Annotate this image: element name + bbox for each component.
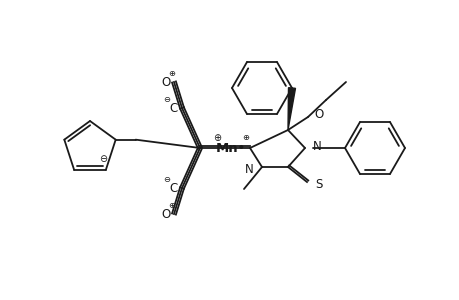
Text: $\oplus$: $\oplus$ xyxy=(241,133,250,142)
Text: $\ominus$: $\ominus$ xyxy=(99,152,108,164)
Text: $\oplus$: $\oplus$ xyxy=(213,131,222,142)
Text: Mn: Mn xyxy=(216,142,238,154)
Text: N: N xyxy=(245,163,253,176)
Text: $\oplus$: $\oplus$ xyxy=(168,200,176,209)
Text: C: C xyxy=(169,182,178,194)
Text: C: C xyxy=(169,101,178,115)
Text: $\ominus$: $\ominus$ xyxy=(162,94,171,103)
Text: S: S xyxy=(314,178,322,190)
Text: O: O xyxy=(161,76,170,88)
Text: N: N xyxy=(312,140,321,152)
Text: O: O xyxy=(161,208,170,220)
Text: $\ominus$: $\ominus$ xyxy=(162,175,171,184)
Text: $\bullet$: $\bullet$ xyxy=(235,138,244,152)
Text: O: O xyxy=(313,107,323,121)
Polygon shape xyxy=(287,88,295,130)
Text: $\oplus$: $\oplus$ xyxy=(168,68,176,77)
